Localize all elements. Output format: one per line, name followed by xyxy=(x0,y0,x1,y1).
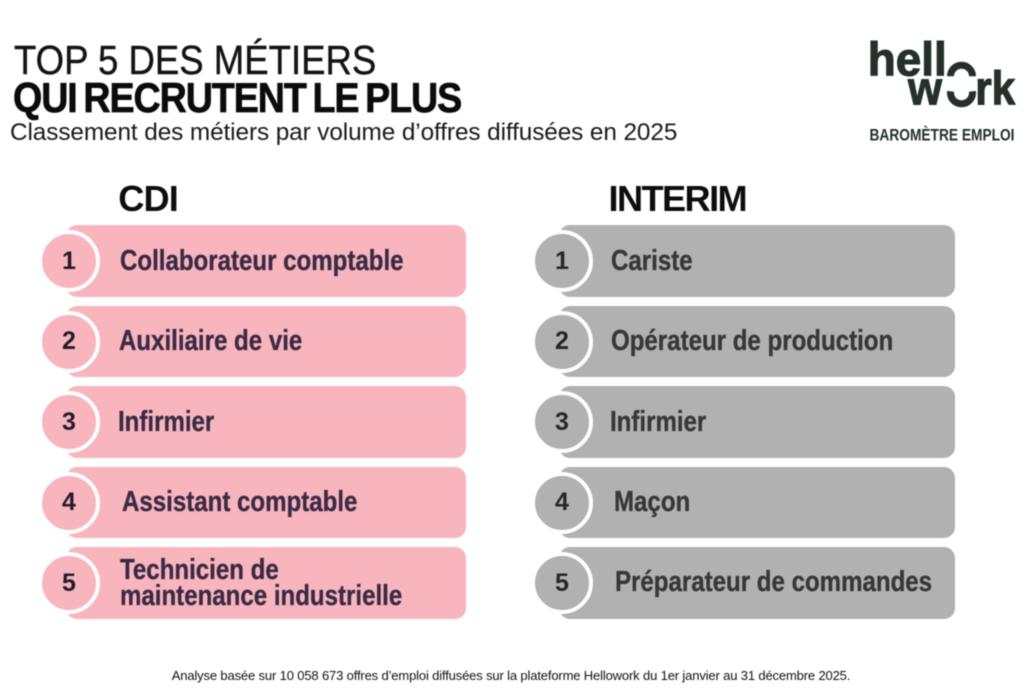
svg-text:w: w xyxy=(907,63,943,116)
svg-text:BAROMÈTRE EMPLOI: BAROMÈTRE EMPLOI xyxy=(870,126,1015,145)
svg-text:hell: hell xyxy=(868,34,947,87)
svg-text:rk: rk xyxy=(975,63,1016,116)
